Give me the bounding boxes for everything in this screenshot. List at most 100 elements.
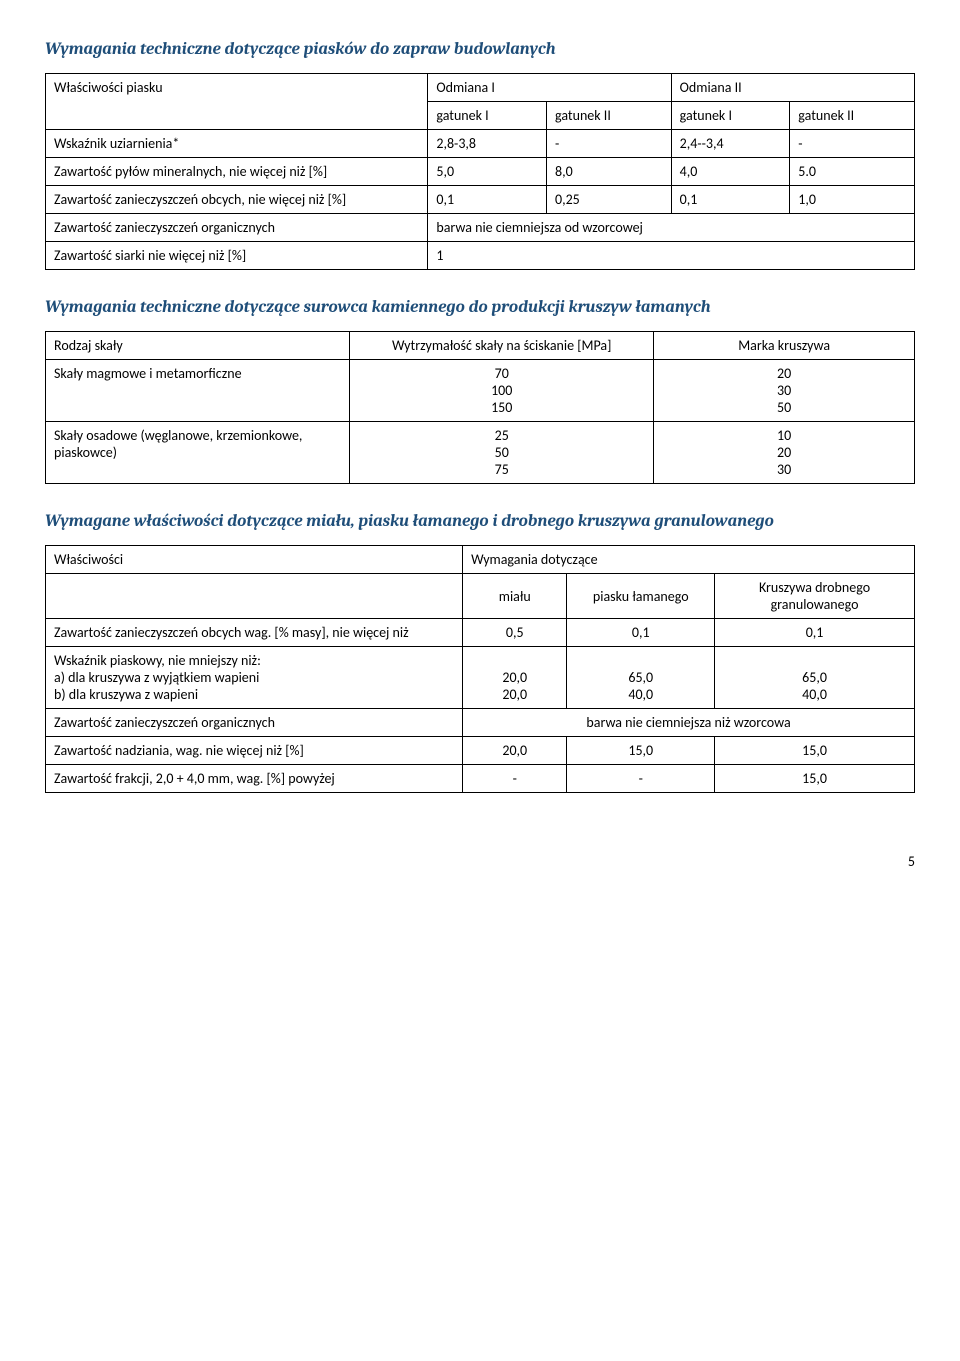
table-row: Zawartość nadziania, wag. nie więcej niż… xyxy=(46,737,915,765)
row-label: Wskaźnik piaskowy, nie mniejszy niż: a) … xyxy=(46,647,463,709)
cell: 15,0 xyxy=(715,765,915,793)
cell: 20 30 50 xyxy=(654,360,915,422)
cell: 20,0 20,0 xyxy=(463,647,567,709)
cell: 1,0 xyxy=(790,186,915,214)
cell-line: 20,0 xyxy=(471,669,558,686)
cell-line: 40,0 xyxy=(723,686,906,703)
cell: - xyxy=(547,130,672,158)
row-label: Skały osadowe (węglanowe, krzemionkowe, … xyxy=(46,422,350,484)
cell: 20,0 xyxy=(463,737,567,765)
section2-title: Wymagania techniczne dotyczące surowca k… xyxy=(45,298,915,317)
col-header: Marka kruszywa xyxy=(654,332,915,360)
cell: 5,0 xyxy=(428,158,547,186)
table-row: Właściwości piasku Odmiana I Odmiana II xyxy=(46,74,915,102)
cell-line: 65,0 xyxy=(575,669,706,686)
col-subheader: gatunek II xyxy=(790,102,915,130)
row-label: Zawartość nadziania, wag. nie więcej niż… xyxy=(46,737,463,765)
cell-line: 20 xyxy=(662,444,906,461)
col-subheader: gatunek II xyxy=(547,102,672,130)
cell: 70 100 150 xyxy=(350,360,654,422)
cell: 0,1 xyxy=(428,186,547,214)
cell: 0,1 xyxy=(671,186,790,214)
cell: 65,0 40,0 xyxy=(715,647,915,709)
row-label-line: Wskaźnik piaskowy, nie mniejszy niż: xyxy=(54,652,454,669)
col-subheader: Kruszywa drobnego granulowanego xyxy=(715,574,915,619)
cell-line: 20,0 xyxy=(471,686,558,703)
table-row: Skały magmowe i metamorficzne 70 100 150… xyxy=(46,360,915,422)
cell-line xyxy=(471,652,558,669)
row-label: Zawartość pyłów mineralnych, nie więcej … xyxy=(46,158,428,186)
cell: 0,25 xyxy=(547,186,672,214)
table-row: Zawartość frakcji, 2,0 + 4,0 mm, wag. [%… xyxy=(46,765,915,793)
table-row: Zawartość zanieczyszczeń organicznych ba… xyxy=(46,709,915,737)
cell-line: 30 xyxy=(662,461,906,478)
row-label: Zawartość zanieczyszczeń organicznych xyxy=(46,709,463,737)
cell: 0,1 xyxy=(567,619,715,647)
cell: 25 50 75 xyxy=(350,422,654,484)
cell-line: 25 xyxy=(358,427,645,444)
table-row: Zawartość siarki nie więcej niż [%] 1 xyxy=(46,242,915,270)
cell: 0,1 xyxy=(715,619,915,647)
cell: 1 xyxy=(428,242,915,270)
table-row: Wskaźnik piaskowy, nie mniejszy niż: a) … xyxy=(46,647,915,709)
cell: 65,0 40,0 xyxy=(567,647,715,709)
cell: - xyxy=(790,130,915,158)
cell-line: 70 xyxy=(358,365,645,382)
row-label: Zawartość frakcji, 2,0 + 4,0 mm, wag. [%… xyxy=(46,765,463,793)
cell-line: 50 xyxy=(358,444,645,461)
row-label: Wskaźnik uziarnienia* xyxy=(46,130,428,158)
cell: - xyxy=(463,765,567,793)
col-subheader: miału xyxy=(463,574,567,619)
cell: 0,5 xyxy=(463,619,567,647)
cell: 5.0 xyxy=(790,158,915,186)
row-label: Zawartość siarki nie więcej niż [%] xyxy=(46,242,428,270)
cell: 2,8-3,8 xyxy=(428,130,547,158)
section3-title: Wymagane właściwości dotyczące miału, pi… xyxy=(45,512,915,531)
cell: 2,4--3,4 xyxy=(671,130,790,158)
cell: 8,0 xyxy=(547,158,672,186)
cell-line: 20 xyxy=(662,365,906,382)
col-header: Wymagania dotyczące xyxy=(463,546,915,574)
cell-line xyxy=(575,652,706,669)
cell: barwa nie ciemniejsza niż wzorcowa xyxy=(463,709,915,737)
table-row: Wskaźnik uziarnienia* 2,8-3,8 - 2,4--3,4… xyxy=(46,130,915,158)
row-label: Zawartość zanieczyszczeń obcych, nie wię… xyxy=(46,186,428,214)
table-row: Zawartość zanieczyszczeń obcych, nie wię… xyxy=(46,186,915,214)
col-header: Wytrzymałość skały na ściskanie [MPa] xyxy=(350,332,654,360)
table-row: Zawartość pyłów mineralnych, nie więcej … xyxy=(46,158,915,186)
cell-line: 75 xyxy=(358,461,645,478)
table-row: Zawartość zanieczyszczeń obcych wag. [% … xyxy=(46,619,915,647)
table-piasek: Właściwości piasku Odmiana I Odmiana II … xyxy=(45,73,915,270)
cell-line: 30 xyxy=(662,382,906,399)
section1-title: Wymagania techniczne dotyczące piasków d… xyxy=(45,40,915,59)
empty-cell xyxy=(46,574,463,619)
cell-line: 100 xyxy=(358,382,645,399)
cell: 15,0 xyxy=(715,737,915,765)
cell: barwa nie ciemniejsza od wzorcowej xyxy=(428,214,915,242)
cell: 15,0 xyxy=(567,737,715,765)
cell-line: 150 xyxy=(358,399,645,416)
cell: 4,0 xyxy=(671,158,790,186)
cell-line: 50 xyxy=(662,399,906,416)
table-row: Właściwości Wymagania dotyczące xyxy=(46,546,915,574)
table-row: Skały osadowe (węglanowe, krzemionkowe, … xyxy=(46,422,915,484)
cell-line xyxy=(723,652,906,669)
table-row: Rodzaj skały Wytrzymałość skały na ścisk… xyxy=(46,332,915,360)
row-label-line: b) dla kruszywa z wapieni xyxy=(54,686,454,703)
table-wlasciwosci: Właściwości Wymagania dotyczące miału pi… xyxy=(45,545,915,793)
col-subheader: gatunek I xyxy=(671,102,790,130)
row-label: Zawartość zanieczyszczeń obcych wag. [% … xyxy=(46,619,463,647)
cell-line: 40,0 xyxy=(575,686,706,703)
row-label: Skały magmowe i metamorficzne xyxy=(46,360,350,422)
col-header: Właściwości xyxy=(46,546,463,574)
cell-line: 65,0 xyxy=(723,669,906,686)
col-header: Właściwości piasku xyxy=(46,74,428,130)
table-row: miału piasku łamanego Kruszywa drobnego … xyxy=(46,574,915,619)
col-header: Odmiana I xyxy=(428,74,671,102)
table-surowiec: Rodzaj skały Wytrzymałość skały na ścisk… xyxy=(45,331,915,484)
row-label-line: a) dla kruszywa z wyjątkiem wapieni xyxy=(54,669,454,686)
cell: 10 20 30 xyxy=(654,422,915,484)
cell-line: 10 xyxy=(662,427,906,444)
table-row: Zawartość zanieczyszczeń organicznych ba… xyxy=(46,214,915,242)
cell: - xyxy=(567,765,715,793)
